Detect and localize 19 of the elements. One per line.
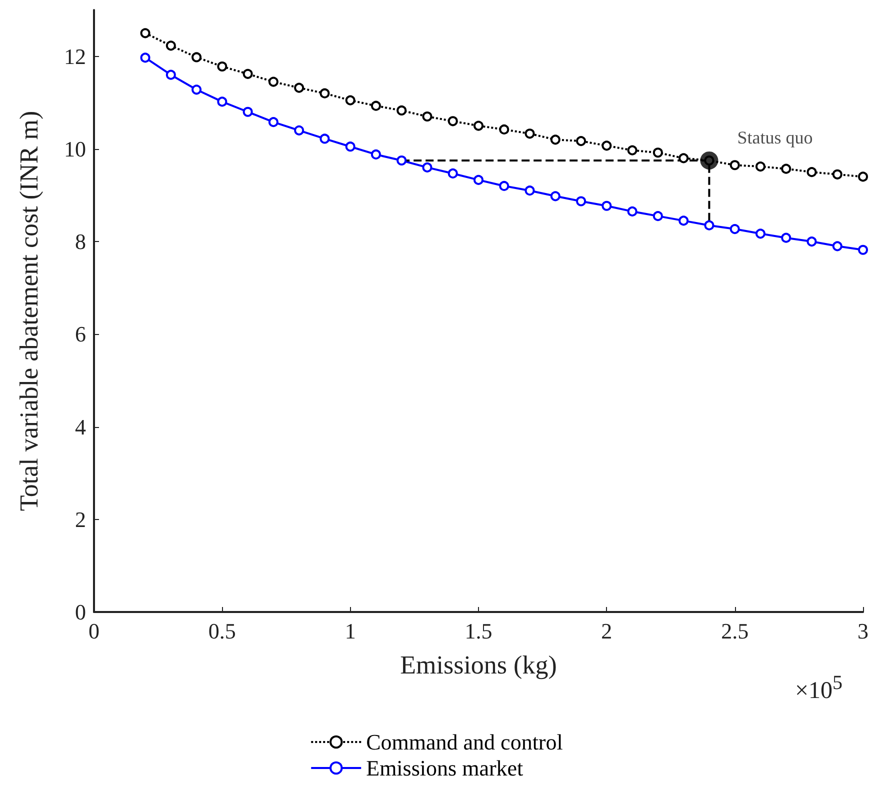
y-tick-label: 12	[64, 44, 86, 69]
y-tick-label: 2	[75, 506, 86, 532]
y-tick-label: 8	[75, 229, 86, 254]
y-tick-label: 0	[75, 600, 86, 624]
y-tick-label: 4	[75, 414, 86, 440]
y-tick-label: 10	[64, 136, 86, 162]
y-tick-label: 6	[75, 322, 86, 347]
text: ×10$^{5}$	[795, 672, 843, 705]
x-tick-label: 1	[344, 618, 356, 644]
legend-label: Command and control	[366, 730, 563, 754]
x-tick-label: 0.5	[208, 618, 236, 644]
x-tick-label: 3	[858, 618, 868, 644]
y-axis-title: Total variable abatement cost (INR m)	[14, 110, 44, 512]
x-tick-label: 1.5	[464, 618, 492, 644]
legend-label: Emissions market	[366, 756, 524, 780]
x-tick-label: 2.5	[721, 618, 749, 644]
x-tick-label: 2	[601, 618, 612, 644]
x-axis-title: Emissions (kg)	[400, 650, 557, 680]
annotation: Status quo	[737, 128, 813, 148]
